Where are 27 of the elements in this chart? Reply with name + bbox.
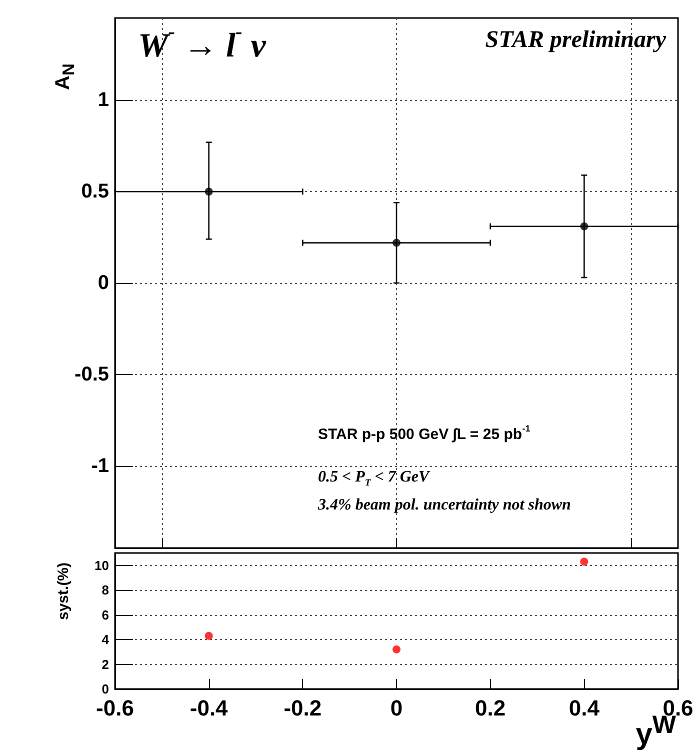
x-tick-label: -0.6 — [96, 696, 134, 720]
y-axis-title: syst.(%) — [55, 562, 72, 620]
y-tick-label: 1 — [98, 89, 109, 112]
y-tick-label: -1 — [91, 454, 109, 477]
point — [580, 222, 588, 230]
y-tick-label: 10 — [94, 558, 109, 573]
y-tick-label: 0 — [98, 272, 109, 294]
point — [204, 632, 213, 640]
y-tick-label: 4 — [102, 632, 110, 648]
x-tick-label: -0.4 — [190, 696, 229, 720]
y-tick-label: 0.5 — [81, 180, 109, 203]
x-tick-label: 0 — [390, 696, 403, 720]
x-tick-label: 0.2 — [475, 696, 506, 720]
annotation: 3.4% beam pol. uncertainty not shown — [317, 496, 572, 514]
y-tick-label: 8 — [102, 582, 109, 598]
annotation: STAR preliminary — [485, 27, 666, 53]
x-tick-label: -0.2 — [284, 696, 322, 720]
x-tick-label: 0.4 — [568, 696, 600, 720]
point — [392, 645, 400, 654]
y-tick-label: 6 — [102, 607, 109, 622]
point — [204, 188, 213, 196]
point — [580, 558, 588, 566]
y-tick-label: 2 — [102, 656, 109, 672]
point — [392, 238, 400, 247]
y-tick-label: -0.5 — [74, 363, 109, 386]
annotation: W- → l- ν — [138, 21, 267, 64]
y-tick-label: 0 — [102, 682, 109, 696]
